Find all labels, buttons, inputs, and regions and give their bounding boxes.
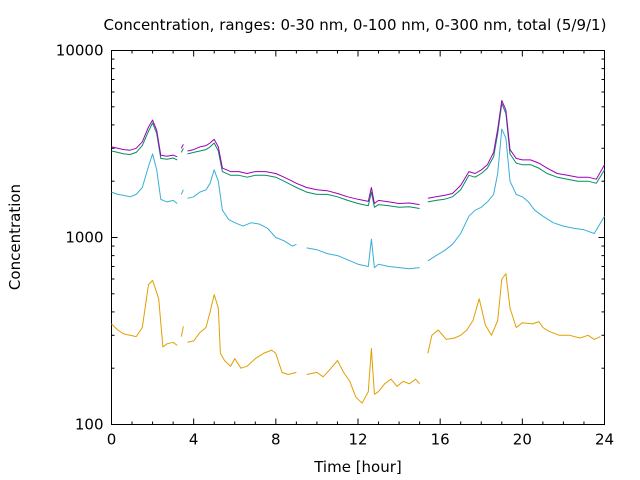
- series-layer: [111, 100, 605, 404]
- x-axis-label: Time [hour]: [313, 458, 402, 476]
- x-tick-label: 20: [513, 431, 532, 449]
- series-line-1: [111, 273, 601, 404]
- axis-ticks: 0 4 8 12 16 20 24 100 1000 10000: [56, 42, 614, 449]
- y-axis-label: Concentration: [6, 184, 24, 290]
- series-line-4: [111, 100, 605, 206]
- x-tick-label: 24: [595, 431, 614, 449]
- plot-frame: [111, 50, 605, 425]
- x-tick-label: 4: [189, 431, 199, 449]
- x-tick-label: 16: [431, 431, 450, 449]
- chart-title: Concentration, ranges: 0-30 nm, 0-100 nm…: [104, 16, 607, 34]
- series-line-3: [111, 103, 605, 209]
- x-tick-label: 8: [271, 431, 281, 449]
- y-tick-label: 10000: [56, 42, 104, 60]
- x-tick-label: 0: [107, 431, 117, 449]
- x-tick-label: 12: [348, 431, 367, 449]
- series-line-2: [111, 128, 605, 270]
- y-tick-label: 100: [75, 416, 104, 434]
- y-tick-label: 1000: [65, 229, 103, 247]
